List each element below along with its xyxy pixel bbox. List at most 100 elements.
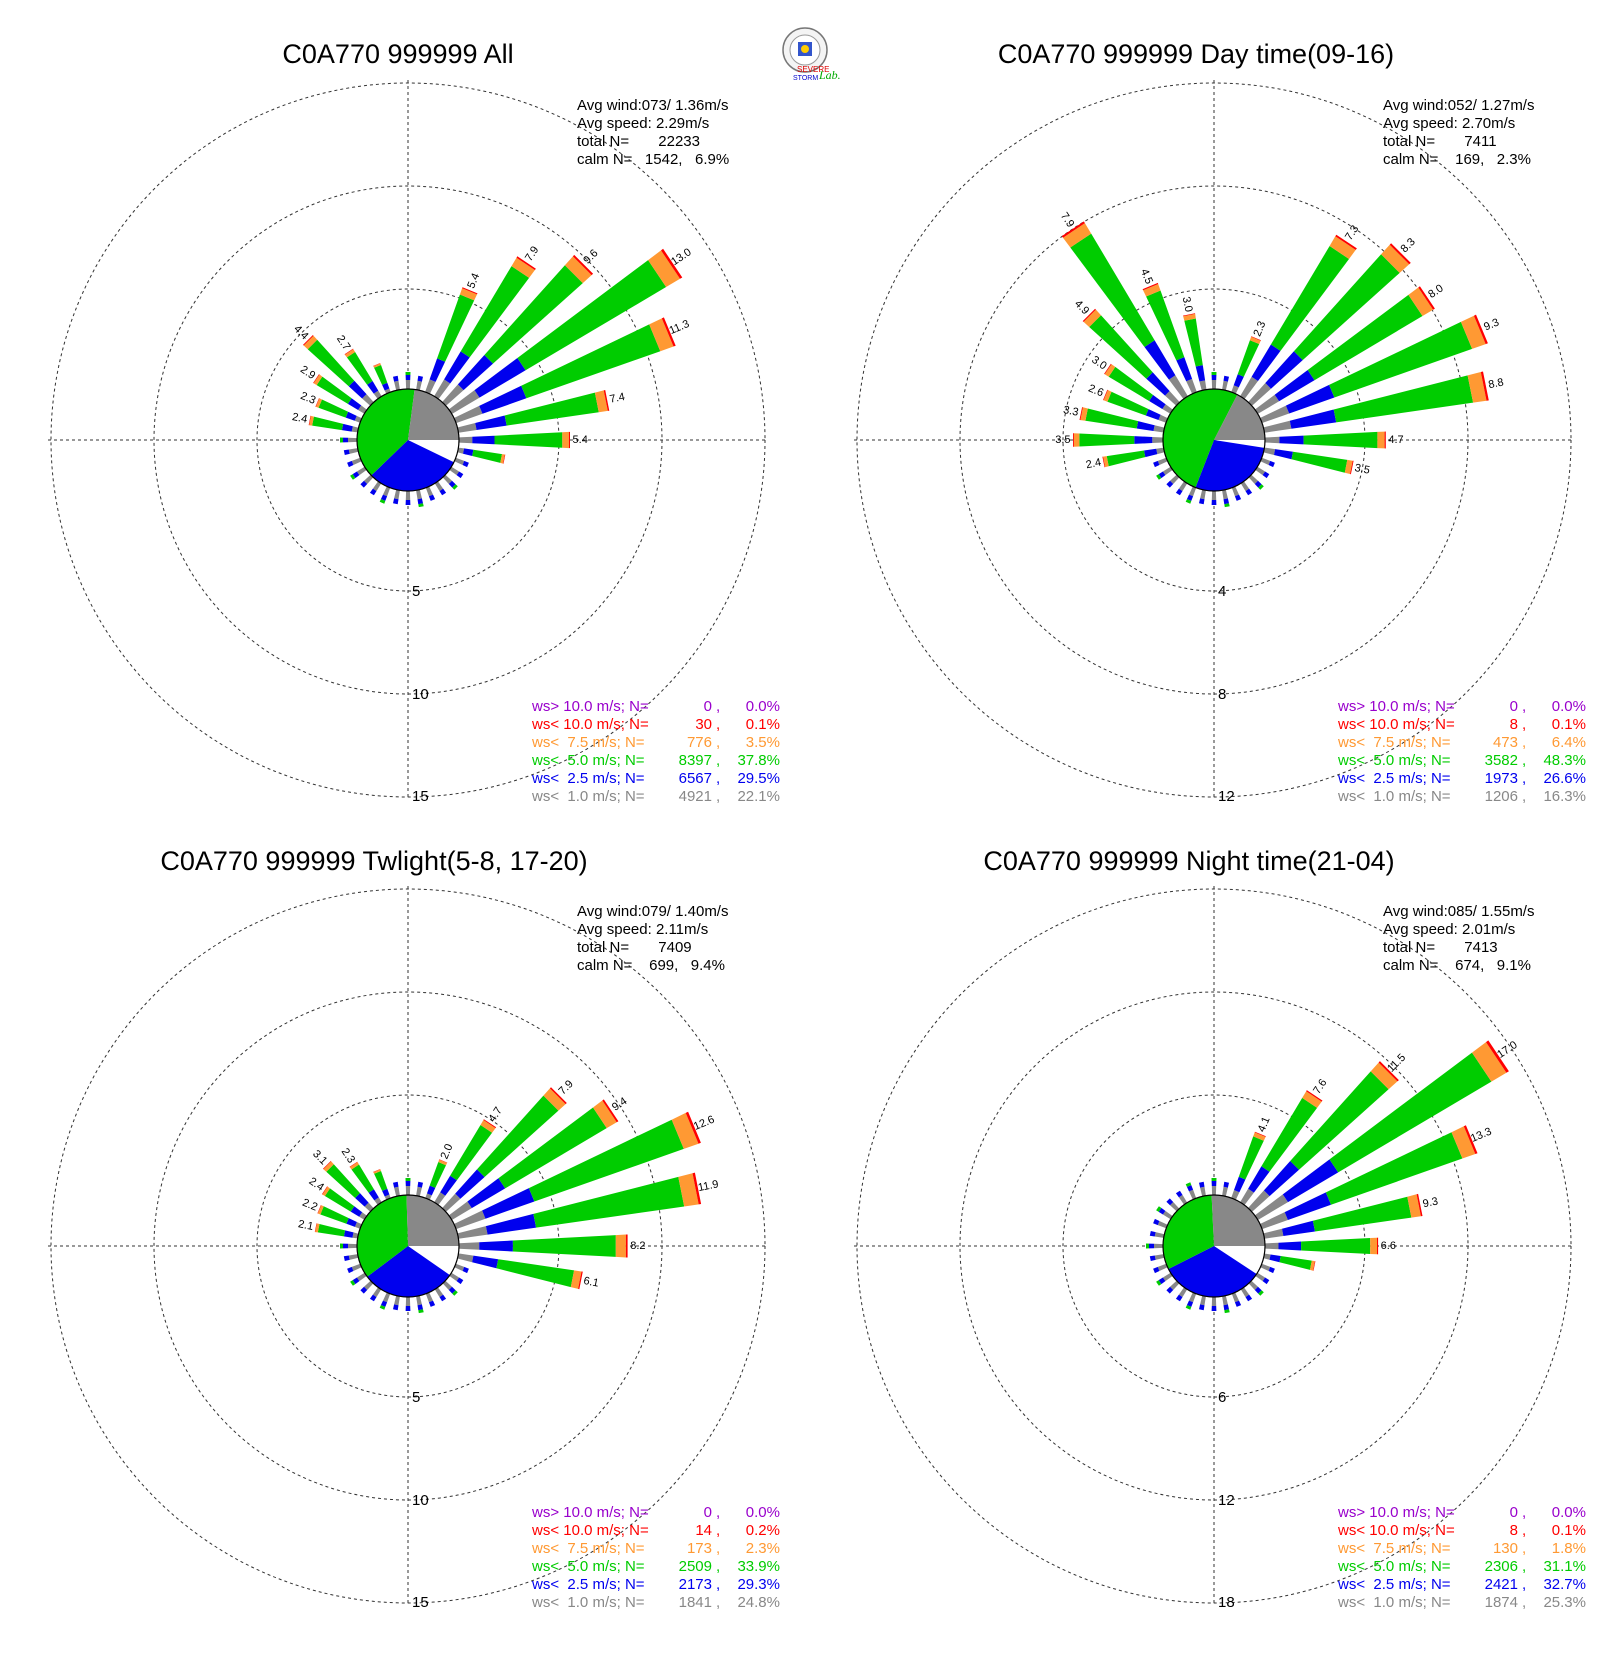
legend-n: 14 bbox=[695, 1522, 712, 1539]
bar-seg-blue bbox=[455, 1169, 485, 1199]
bar-seg-orange bbox=[323, 1161, 334, 1172]
minor-bar-gray bbox=[394, 380, 400, 391]
ring-label: 5 bbox=[412, 1389, 420, 1406]
legend-comma: , bbox=[1522, 788, 1526, 805]
bar-seg-orange bbox=[1344, 459, 1353, 474]
legend-pct: 22.1% bbox=[737, 788, 780, 805]
minor-bar-gray bbox=[394, 1186, 400, 1197]
legend-label: ws< 1.0 m/s; N= bbox=[531, 1594, 645, 1611]
bar-seg-orange bbox=[373, 363, 381, 368]
bar-seg-gray bbox=[1260, 405, 1290, 423]
bar-seg-gray bbox=[1231, 385, 1239, 394]
minor-bar-blue bbox=[1175, 1190, 1183, 1198]
bar-seg-green bbox=[460, 266, 530, 358]
minor-bar-gray bbox=[394, 1295, 400, 1306]
bar-seg-green bbox=[477, 1095, 559, 1177]
bar-label: 2.2 bbox=[300, 1197, 319, 1214]
bar-seg-blue bbox=[343, 1230, 354, 1238]
stat-avg-wind: Avg wind:052/ 1.27m/s bbox=[1383, 97, 1534, 114]
bar-label: 2.3 bbox=[339, 1146, 357, 1165]
bar-seg-red bbox=[314, 1223, 317, 1233]
bar-seg-blue bbox=[1176, 357, 1193, 382]
bar-seg-green bbox=[324, 1188, 355, 1212]
bar-label: 3.0 bbox=[1180, 296, 1195, 313]
legend-label: ws< 7.5 m/s; N= bbox=[531, 734, 645, 751]
legend-n: 2421 bbox=[1485, 1576, 1518, 1593]
minor-bar-blue bbox=[456, 1277, 464, 1285]
minor-bar-blue bbox=[1153, 1218, 1160, 1226]
bar-label: 3.5 bbox=[1055, 434, 1070, 446]
bar-label: 7.9 bbox=[556, 1078, 575, 1097]
bar-label: 12.6 bbox=[692, 1114, 716, 1133]
bar-seg-gray bbox=[454, 1210, 486, 1230]
bar-label: 11.3 bbox=[668, 318, 692, 337]
legend-comma: , bbox=[1522, 716, 1526, 733]
bar-seg-blue bbox=[429, 358, 446, 382]
minor-bar-blue bbox=[343, 449, 350, 455]
bar-seg-green bbox=[521, 324, 661, 399]
bar-seg-green bbox=[312, 416, 344, 431]
legend-pct: 37.8% bbox=[737, 752, 780, 769]
bar-seg-red bbox=[308, 415, 311, 426]
minor-bar-gray bbox=[1162, 1272, 1173, 1282]
bar-seg-gray bbox=[448, 390, 480, 414]
minor-bar-gray bbox=[1157, 1221, 1168, 1229]
legend-pct: 3.5% bbox=[746, 734, 780, 751]
calm-slice bbox=[1214, 440, 1266, 448]
legend-pct: 1.8% bbox=[1552, 1540, 1586, 1557]
minor-bar-gray bbox=[1200, 1295, 1206, 1306]
legend-label: ws> 10.0 m/s; N= bbox=[1337, 1504, 1455, 1521]
panel-daytime: C0A770 999999 Day time(09-16) Avg wind:0… bbox=[854, 39, 1586, 805]
range-ring bbox=[153, 185, 663, 695]
minor-bar-gray bbox=[442, 1280, 452, 1290]
minor-bar-gray bbox=[1255, 1272, 1266, 1282]
bar-seg-blue bbox=[1284, 1192, 1331, 1220]
bar-label: 2.1 bbox=[297, 1218, 314, 1233]
bar-seg-orange bbox=[344, 349, 356, 358]
bar-seg-orange bbox=[1103, 390, 1112, 402]
minor-bar-gray bbox=[425, 1292, 433, 1303]
bar-seg-red bbox=[1306, 1090, 1323, 1102]
minor-bar-gray bbox=[1178, 481, 1188, 492]
bar-seg-red bbox=[1418, 286, 1435, 310]
minor-bar-blue bbox=[360, 480, 368, 488]
bar-seg-gray bbox=[1263, 447, 1276, 455]
legend-pct: 48.3% bbox=[1543, 752, 1586, 769]
bar-seg-orange bbox=[1143, 284, 1161, 297]
stat-avg-speed: Avg speed: 2.29m/s bbox=[577, 115, 709, 132]
minor-bar-blue bbox=[1153, 1266, 1160, 1274]
legend-pct: 29.3% bbox=[737, 1576, 780, 1593]
minor-bar-blue bbox=[360, 1286, 368, 1294]
minor-bar-green bbox=[1211, 1178, 1217, 1181]
minor-bar-gray bbox=[449, 466, 460, 476]
legend-label: ws< 2.5 m/s; N= bbox=[1337, 770, 1451, 787]
minor-bar-blue bbox=[1245, 1294, 1253, 1302]
minor-bar-green bbox=[1224, 503, 1230, 508]
stat-avg-speed: Avg speed: 2.70m/s bbox=[1383, 115, 1515, 132]
bar-seg-gray bbox=[1263, 1253, 1271, 1260]
minor-bar-gray bbox=[1170, 1280, 1180, 1290]
bar-seg-green bbox=[316, 376, 352, 404]
minor-bar-green bbox=[340, 437, 343, 443]
minor-bar-gray bbox=[348, 448, 359, 454]
minor-bar-blue bbox=[417, 1304, 423, 1311]
bar-seg-green bbox=[1085, 408, 1139, 429]
pie-slice-green bbox=[356, 1195, 408, 1277]
bar-seg-blue bbox=[444, 351, 470, 384]
minor-bar-green bbox=[1156, 1280, 1162, 1286]
bar-seg-gray bbox=[442, 1193, 461, 1212]
rose-plot: 5.4 7.9 9.6 13.0 11.3 7.4 5.4 2.4 2.3 2.9 4.4 2.7 bbox=[48, 80, 768, 800]
bar-seg-red bbox=[313, 374, 320, 384]
bar-seg-red bbox=[572, 254, 594, 276]
legend-n: 0 bbox=[704, 698, 712, 715]
bar-label: 7.3 bbox=[1343, 223, 1361, 242]
logo-text-bottom: STORM bbox=[793, 75, 818, 82]
bar-seg-green bbox=[1291, 451, 1348, 473]
bar-seg-orange bbox=[1451, 1126, 1476, 1159]
legend-n: 8 bbox=[1510, 1522, 1518, 1539]
bar-seg-green bbox=[1325, 1132, 1463, 1205]
bar-seg-green bbox=[1303, 431, 1378, 449]
legend-comma: , bbox=[1522, 752, 1526, 769]
legend-comma: , bbox=[1522, 1594, 1526, 1611]
minor-bar-gray bbox=[454, 457, 465, 465]
